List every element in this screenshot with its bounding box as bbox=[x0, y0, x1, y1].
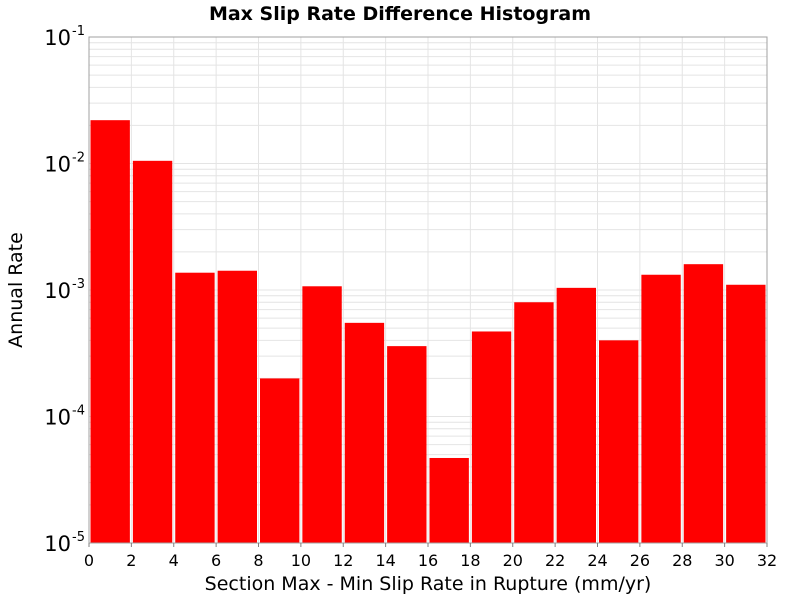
histogram-bar bbox=[641, 274, 681, 543]
x-tick-label: 0 bbox=[84, 551, 94, 570]
x-tick-label: 22 bbox=[545, 551, 565, 570]
x-axis-label: Section Max - Min Slip Rate in Rupture (… bbox=[205, 573, 652, 595]
histogram-bar bbox=[556, 287, 596, 543]
histogram-bar bbox=[175, 272, 215, 543]
x-tick-label: 24 bbox=[587, 551, 607, 570]
y-axis-label: Annual Rate bbox=[5, 232, 27, 348]
x-tick-label: 16 bbox=[418, 551, 438, 570]
histogram-bar bbox=[726, 284, 766, 543]
y-tick-label: 10 -1 bbox=[44, 24, 85, 50]
histogram-bar bbox=[344, 322, 385, 543]
x-axis-ticks: 0 2 4 6 8 10 12 14 16 18 20 22 24 26 28 30 32 bbox=[84, 543, 777, 570]
chart-title: Max Slip Rate Difference Histogram bbox=[209, 3, 591, 25]
x-tick-label: 14 bbox=[375, 551, 395, 570]
histogram-bar bbox=[260, 378, 300, 543]
x-tick-label: 20 bbox=[503, 551, 523, 570]
histogram-bar bbox=[132, 160, 173, 543]
histogram-bar bbox=[514, 302, 554, 543]
y-tick-exponent: -2 bbox=[72, 151, 85, 166]
y-tick-exponent: -1 bbox=[72, 24, 85, 39]
y-tick-label: 10 -2 bbox=[44, 151, 85, 177]
histogram-bar bbox=[302, 286, 342, 543]
histogram-bar bbox=[90, 120, 130, 543]
histogram-bar bbox=[387, 346, 427, 543]
x-tick-label: 2 bbox=[126, 551, 136, 570]
y-tick-exponent: -3 bbox=[72, 277, 85, 292]
y-tick-label: 10 -4 bbox=[44, 404, 85, 430]
y-tick-base: 10 bbox=[44, 153, 71, 177]
x-tick-label: 32 bbox=[757, 551, 777, 570]
x-tick-label: 6 bbox=[211, 551, 221, 570]
y-tick-exponent: -4 bbox=[72, 404, 85, 419]
y-axis-ticks: 10-510-410-310-210-1 bbox=[44, 24, 85, 556]
y-tick-label: 10 -3 bbox=[44, 277, 85, 303]
x-tick-label: 30 bbox=[714, 551, 734, 570]
y-tick-base: 10 bbox=[44, 532, 71, 556]
x-tick-label: 28 bbox=[672, 551, 692, 570]
x-tick-label: 12 bbox=[333, 551, 353, 570]
y-tick-base: 10 bbox=[44, 279, 71, 303]
y-tick-base: 10 bbox=[44, 26, 71, 50]
histogram-bar bbox=[217, 270, 257, 543]
x-tick-label: 8 bbox=[253, 551, 263, 570]
bars-group bbox=[90, 120, 766, 543]
x-tick-label: 26 bbox=[630, 551, 650, 570]
x-tick-label: 4 bbox=[169, 551, 179, 570]
histogram-bar bbox=[471, 331, 512, 543]
x-tick-label: 10 bbox=[291, 551, 311, 570]
histogram-bar bbox=[683, 264, 724, 543]
histogram-bar bbox=[429, 457, 469, 543]
y-tick-exponent: -5 bbox=[72, 530, 85, 545]
y-tick-base: 10 bbox=[44, 406, 71, 430]
y-tick-label: 10 -5 bbox=[44, 530, 85, 556]
x-tick-label: 18 bbox=[460, 551, 480, 570]
histogram-bar bbox=[599, 340, 639, 543]
